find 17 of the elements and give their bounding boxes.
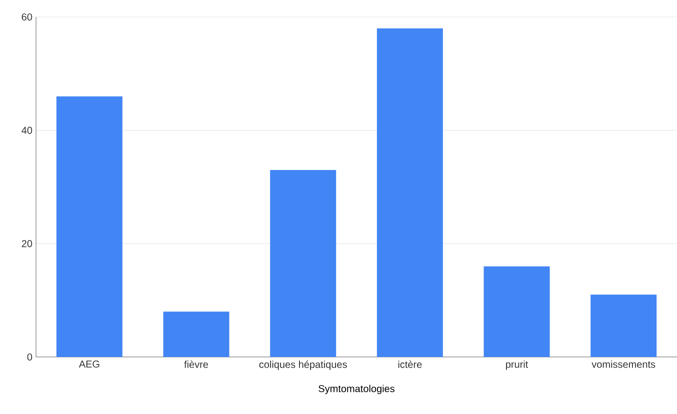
y-tick-label: 0 (27, 353, 32, 361)
x-tick-label: coliques hépatiques (259, 360, 347, 370)
x-tick-label: AEG (78, 360, 100, 368)
x-axis-title: Symtomatologies (318, 384, 394, 394)
x-tick-label: prurit (506, 360, 528, 370)
y-tick-label: 60 (22, 13, 32, 21)
x-tick-label: fièvre (184, 360, 208, 368)
bar (484, 266, 550, 357)
bar (163, 312, 230, 357)
x-tick-label: ictère (398, 360, 422, 368)
bar (56, 96, 122, 357)
bar (376, 28, 443, 357)
bar (590, 294, 657, 357)
y-tick-label: 20 (22, 240, 32, 248)
y-tick-label: 40 (22, 126, 32, 134)
bar (270, 170, 336, 357)
x-tick-label: vomissements (592, 360, 656, 368)
